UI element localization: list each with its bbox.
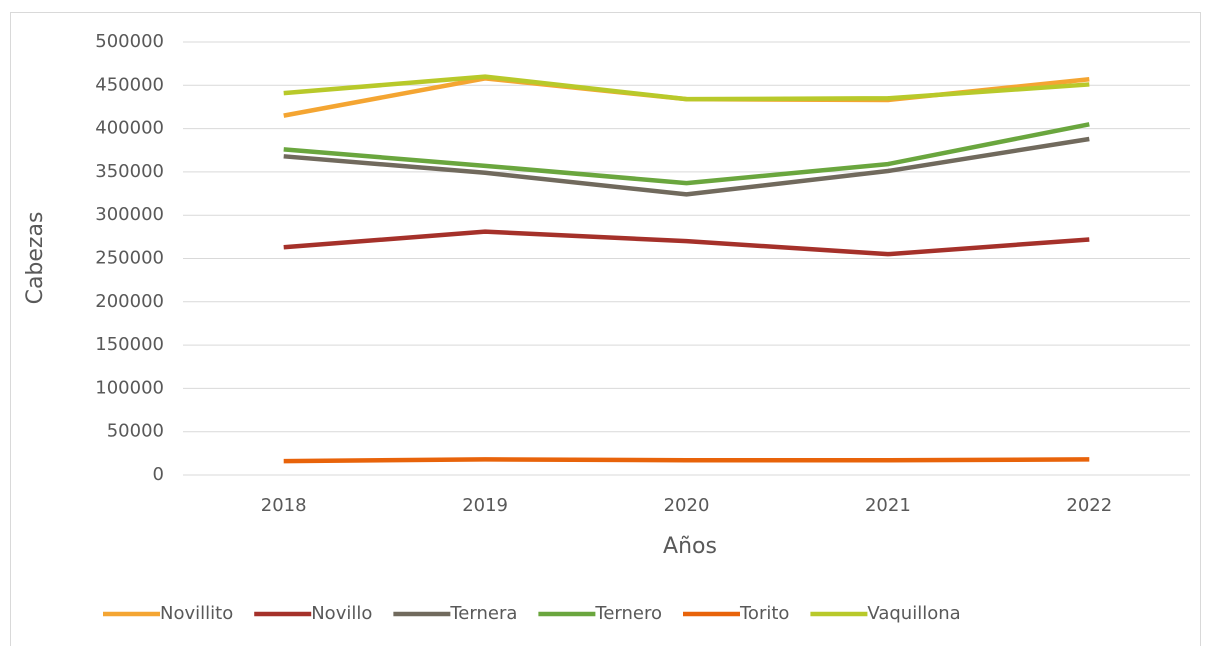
y-tick-label: 100000 xyxy=(95,377,164,398)
x-tick-label: 2021 xyxy=(865,495,911,516)
y-tick-label: 300000 xyxy=(95,204,164,225)
series-line xyxy=(283,122,1090,186)
x-axis-label: Años xyxy=(663,534,717,559)
series-line xyxy=(283,136,1090,197)
y-tick-label: 50000 xyxy=(107,421,164,442)
x-tick-label: 2020 xyxy=(664,495,710,516)
x-tick-label: 2019 xyxy=(462,495,508,516)
y-tick-label: 200000 xyxy=(95,291,164,312)
series-line xyxy=(283,74,1090,102)
x-tick-label: 2018 xyxy=(261,495,307,516)
y-tick-label: 500000 xyxy=(95,31,164,52)
legend-label: Ternera xyxy=(449,603,517,624)
y-tick-label: 0 xyxy=(153,464,164,485)
legend-label: Torito xyxy=(739,603,789,624)
legend-label: Novillo xyxy=(311,603,372,624)
y-tick-label: 350000 xyxy=(95,161,164,182)
y-tick-label: 400000 xyxy=(95,118,164,139)
series-line xyxy=(283,229,1090,257)
y-axis-label: Cabezas xyxy=(23,212,48,305)
y-tick-label: 150000 xyxy=(95,334,164,355)
series-line xyxy=(283,457,1090,464)
x-tick-label: 2022 xyxy=(1066,495,1112,516)
legend-label: Novillito xyxy=(160,603,233,624)
y-tick-label: 450000 xyxy=(95,74,164,95)
chart-frame xyxy=(10,12,1201,646)
legend-label: Ternero xyxy=(594,603,662,624)
legend-label: Vaquillona xyxy=(867,603,960,624)
y-tick-label: 250000 xyxy=(95,248,164,269)
